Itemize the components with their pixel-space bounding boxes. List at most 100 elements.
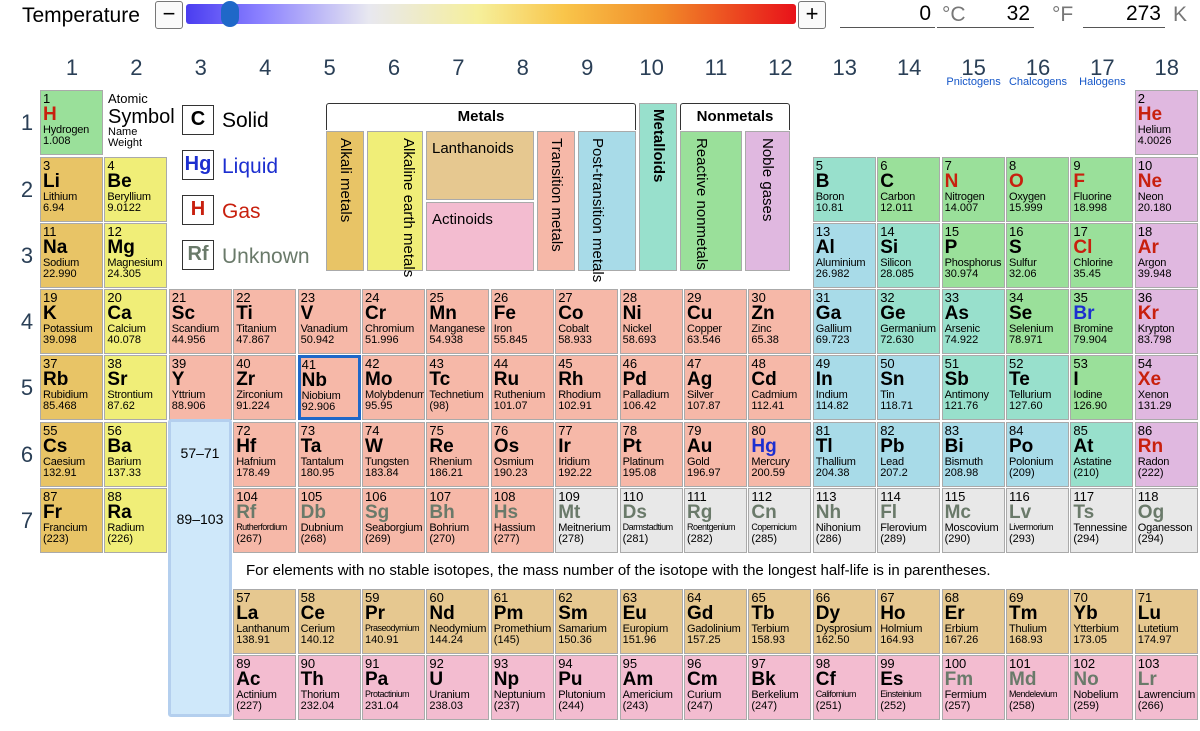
element-francium[interactable]: 87 Fr Francium (223) — [40, 488, 103, 553]
element-ytterbium[interactable]: 70 Yb Ytterbium 173.05 — [1070, 589, 1134, 654]
element-selenium[interactable]: 34 Se Selenium 78.971 — [1006, 289, 1069, 354]
element-indium[interactable]: 49 In Indium 114.82 — [812, 355, 876, 420]
element-berkelium[interactable]: 97 Bk Berkelium (247) — [748, 655, 812, 720]
element-bromine[interactable]: 35 Br Bromine 79.904 — [1070, 289, 1134, 354]
element-thorium[interactable]: 90 Th Thorium 232.04 — [297, 655, 361, 720]
temperature-slider-thumb[interactable] — [221, 1, 240, 27]
element-seaborgium[interactable]: 106 Sg Seaborgium (269) — [362, 488, 425, 553]
element-krypton[interactable]: 36 Kr Krypton 83.798 — [1134, 289, 1198, 354]
element-hafnium[interactable]: 72 Hf Hafnium 178.49 — [233, 422, 297, 487]
element-promethium[interactable]: 61 Pm Promethium (145) — [490, 589, 554, 654]
element-neptunium[interactable]: 93 Np Neptunium (237) — [490, 655, 554, 720]
element-iodine[interactable]: 53 I Iodine 126.90 — [1070, 355, 1134, 420]
element-rhenium[interactable]: 75 Re Rhenium 186.21 — [426, 422, 490, 487]
element-fluorine[interactable]: 9 F Fluorine 18.998 — [1070, 157, 1134, 222]
element-curium[interactable]: 96 Cm Curium (247) — [684, 655, 747, 720]
element-neodymium[interactable]: 60 Nd Neodymium 144.24 — [426, 589, 490, 654]
element-iron[interactable]: 26 Fe Iron 55.845 — [490, 289, 554, 354]
element-lawrencium[interactable]: 103 Lr Lawrencium (266) — [1134, 655, 1198, 720]
element-neon[interactable]: 10 Ne Neon 20.180 — [1134, 157, 1198, 222]
category-alkaline-earth-metals[interactable]: Alkaline earth metals — [367, 131, 423, 277]
element-hassium[interactable]: 108 Hs Hassium (277) — [490, 488, 554, 553]
element-silver[interactable]: 47 Ag Silver 107.87 — [684, 355, 747, 420]
element-titanium[interactable]: 22 Ti Titanium 47.867 — [233, 289, 297, 354]
element-strontium[interactable]: 38 Sr Strontium 87.62 — [104, 355, 168, 420]
element-radon[interactable]: 86 Rn Radon (222) — [1134, 422, 1198, 487]
element-rutherfordium[interactable]: 104 Rf Rutherfordium (267) — [233, 488, 297, 553]
element-rubidium[interactable]: 37 Rb Rubidium 85.468 — [40, 355, 103, 420]
element-dysprosium[interactable]: 66 Dy Dysprosium 162.50 — [812, 589, 876, 654]
category-transition-metals[interactable]: Transition metals — [537, 131, 575, 271]
element-osmium[interactable]: 76 Os Osmium 190.23 — [490, 422, 554, 487]
element-sulfur[interactable]: 16 S Sulfur 32.06 — [1006, 223, 1069, 288]
element-ruthenium[interactable]: 44 Ru Ruthenium 101.07 — [490, 355, 554, 420]
element-americium[interactable]: 95 Am Americium (243) — [619, 655, 683, 720]
element-einsteinium[interactable]: 99 Es Einsteinium (252) — [877, 655, 941, 720]
element-moscovium[interactable]: 115 Mc Moscovium (290) — [941, 488, 1005, 553]
element-gold[interactable]: 79 Au Gold 196.97 — [684, 422, 747, 487]
category-lanthanoids[interactable]: Lanthanoids — [426, 131, 534, 200]
kelvin-input[interactable]: 273 — [1083, 2, 1165, 28]
element-oxygen[interactable]: 8 O Oxygen 15.999 — [1006, 157, 1069, 222]
element-zinc[interactable]: 30 Zn Zinc 65.38 — [748, 289, 812, 354]
element-carbon[interactable]: 6 C Carbon 12.011 — [877, 157, 941, 222]
element-mendelevium[interactable]: 101 Md Mendelevium (258) — [1006, 655, 1069, 720]
element-phosphorus[interactable]: 15 P Phosphorus 30.974 — [941, 223, 1005, 288]
element-antimony[interactable]: 51 Sb Antimony 121.76 — [941, 355, 1005, 420]
decrease-temperature-button[interactable]: − — [155, 1, 183, 29]
category-metalloids[interactable]: Metalloids — [639, 103, 677, 271]
element-nihonium[interactable]: 113 Nh Nihonium (286) — [812, 488, 876, 553]
element-thallium[interactable]: 81 Tl Thallium 204.38 — [812, 422, 876, 487]
element-thulium[interactable]: 69 Tm Thulium 168.93 — [1006, 589, 1069, 654]
element-radium[interactable]: 88 Ra Radium (226) — [104, 488, 168, 553]
element-bohrium[interactable]: 107 Bh Bohrium (270) — [426, 488, 490, 553]
element-flerovium[interactable]: 114 Fl Flerovium (289) — [877, 488, 941, 553]
element-nitrogen[interactable]: 7 N Nitrogen 14.007 — [941, 157, 1005, 222]
element-livermorium[interactable]: 116 Lv Livermorium (293) — [1006, 488, 1069, 553]
element-xenon[interactable]: 54 Xe Xenon 131.29 — [1134, 355, 1198, 420]
element-europium[interactable]: 63 Eu Europium 151.96 — [619, 589, 683, 654]
element-cadmium[interactable]: 48 Cd Cadmium 112.41 — [748, 355, 812, 420]
element-palladium[interactable]: 46 Pd Palladium 106.42 — [619, 355, 683, 420]
element-niobium[interactable]: 41 Nb Niobium 92.906 — [297, 355, 361, 420]
element-holmium[interactable]: 67 Ho Holmium 164.93 — [877, 589, 941, 654]
element-molybdenum[interactable]: 42 Mo Molybdenum 95.95 — [362, 355, 425, 420]
element-tungsten[interactable]: 74 W Tungsten 183.84 — [362, 422, 425, 487]
element-dubnium[interactable]: 105 Db Dubnium (268) — [297, 488, 361, 553]
element-lanthanum[interactable]: 57 La Lanthanum 138.91 — [233, 589, 297, 654]
category-noble-gases[interactable]: Noble gases — [745, 131, 790, 271]
element-tellurium[interactable]: 52 Te Tellurium 127.60 — [1006, 355, 1069, 420]
temperature-slider[interactable] — [186, 1, 796, 27]
element-bismuth[interactable]: 83 Bi Bismuth 208.98 — [941, 422, 1005, 487]
element-lead[interactable]: 82 Pb Lead 207.2 — [877, 422, 941, 487]
element-manganese[interactable]: 25 Mn Manganese 54.938 — [426, 289, 490, 354]
element-platinum[interactable]: 78 Pt Platinum 195.08 — [619, 422, 683, 487]
fahrenheit-input[interactable]: 32 — [937, 2, 1034, 28]
element-polonium[interactable]: 84 Po Polonium (209) — [1006, 422, 1069, 487]
element-copper[interactable]: 29 Cu Copper 63.546 — [684, 289, 747, 354]
element-chlorine[interactable]: 17 Cl Chlorine 35.45 — [1070, 223, 1134, 288]
element-cerium[interactable]: 58 Ce Cerium 140.12 — [297, 589, 361, 654]
element-cobalt[interactable]: 27 Co Cobalt 58.933 — [555, 289, 619, 354]
element-magnesium[interactable]: 12 Mg Magnesium 24.305 — [104, 223, 168, 288]
element-nickel[interactable]: 28 Ni Nickel 58.693 — [619, 289, 683, 354]
element-tantalum[interactable]: 73 Ta Tantalum 180.95 — [297, 422, 361, 487]
element-protactinium[interactable]: 91 Pa Protactinium 231.04 — [362, 655, 425, 720]
category-alkali-metals[interactable]: Alkali metals — [326, 131, 364, 271]
element-nobelium[interactable]: 102 No Nobelium (259) — [1070, 655, 1134, 720]
element-rhodium[interactable]: 45 Rh Rhodium 102.91 — [555, 355, 619, 420]
element-argon[interactable]: 18 Ar Argon 39.948 — [1134, 223, 1198, 288]
element-darmstadtium[interactable]: 110 Ds Darmstadtium (281) — [619, 488, 683, 553]
category-post-transition-metals[interactable]: Post-transition metals — [578, 131, 636, 282]
element-gadolinium[interactable]: 64 Gd Gadolinium 157.25 — [684, 589, 747, 654]
element-erbium[interactable]: 68 Er Erbium 167.26 — [941, 589, 1005, 654]
element-meitnerium[interactable]: 109 Mt Meitnerium (278) — [555, 488, 619, 553]
element-roentgenium[interactable]: 111 Rg Roentgenium (282) — [684, 488, 747, 553]
element-praseodymium[interactable]: 59 Pr Praseodymium 140.91 — [362, 589, 425, 654]
element-barium[interactable]: 56 Ba Barium 137.33 — [104, 422, 168, 487]
element-aluminium[interactable]: 13 Al Aluminium 26.982 — [812, 223, 876, 288]
element-potassium[interactable]: 19 K Potassium 39.098 — [40, 289, 103, 354]
celsius-input[interactable]: 0 — [840, 2, 935, 28]
element-boron[interactable]: 5 B Boron 10.81 — [812, 157, 876, 222]
element-caesium[interactable]: 55 Cs Caesium 132.91 — [40, 422, 103, 487]
